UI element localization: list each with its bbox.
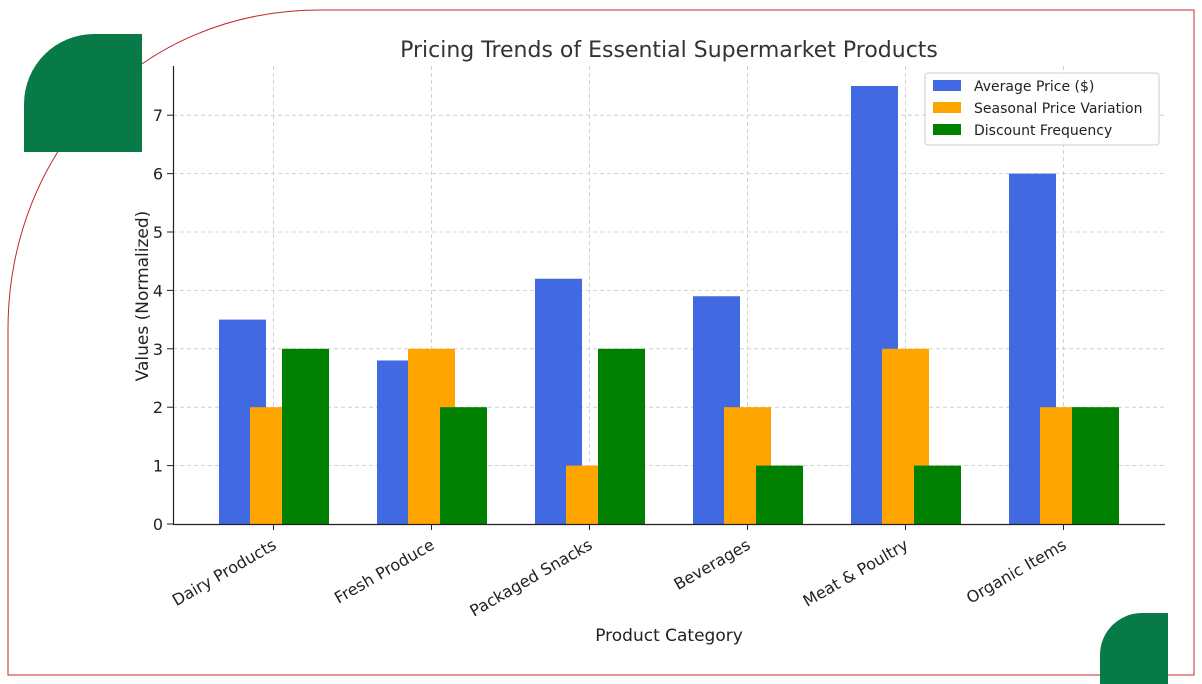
x-tick-label: Beverages: [671, 535, 754, 594]
legend-entry: Average Price ($): [974, 79, 1094, 95]
y-ticks: 0 1 2 3 4 5 6 7: [153, 106, 173, 534]
legend-box: [924, 72, 1160, 146]
x-tick-label: Meat & Poultry: [800, 535, 912, 611]
x-tick-label: Packaged Snacks: [466, 535, 595, 620]
y-tick-label: 3: [153, 340, 163, 359]
x-ticks: Dairy Products Fresh Produce Packaged Snac…: [169, 524, 1070, 620]
y-tick-label: 4: [153, 281, 163, 300]
legend-entry: Discount Frequency: [974, 123, 1112, 139]
legend-swatch: [933, 102, 961, 113]
y-tick-label: 1: [153, 457, 163, 476]
y-tick-label: 6: [153, 165, 163, 184]
chart-title: Pricing Trends of Essential Supermarket …: [400, 38, 938, 63]
decorative-corner-shape-top-left: [24, 34, 142, 152]
legend-swatch: [933, 124, 961, 135]
x-tick-label: Organic Items: [963, 535, 1070, 607]
bar: [756, 465, 803, 524]
legend-swatch: [933, 80, 961, 91]
axes: [172, 66, 1165, 526]
decorative-corner-shape-bottom-right: [1100, 613, 1168, 684]
y-tick-label: 0: [153, 515, 163, 534]
bar: [598, 348, 645, 524]
legend-entry: Seasonal Price Variation: [974, 101, 1142, 117]
bars: [219, 86, 1119, 524]
x-tick-label: Fresh Produce: [331, 535, 437, 607]
bar: [1072, 407, 1119, 524]
legend: Average Price ($) Seasonal Price Variatio…: [924, 72, 1160, 146]
y-tick-label: 5: [153, 223, 163, 242]
bar: [282, 348, 329, 524]
y-axis-title: Values (Normalized): [133, 211, 153, 382]
y-tick-label: 2: [153, 398, 163, 417]
bar: [440, 407, 487, 524]
y-tick-label: 7: [153, 106, 163, 125]
bar: [914, 465, 961, 524]
x-axis-title: Product Category: [595, 626, 743, 646]
x-tick-label: Dairy Products: [169, 535, 280, 610]
